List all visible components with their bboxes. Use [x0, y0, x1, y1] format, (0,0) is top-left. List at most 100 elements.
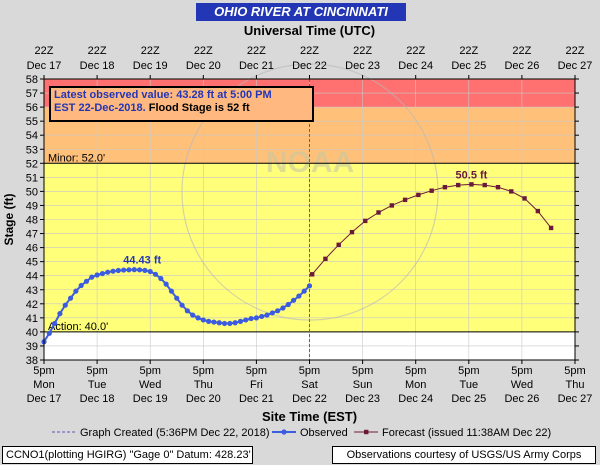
observed-point — [211, 319, 217, 325]
observed-point — [290, 297, 297, 303]
forecast-point — [376, 210, 381, 215]
bottom-tick-label-date: Dec 27 — [558, 393, 593, 405]
y-tick-label: 41 — [26, 313, 38, 325]
observed-point — [105, 269, 111, 275]
observed-point — [121, 267, 127, 273]
y-tick-label: 51 — [26, 172, 38, 184]
bottom-tick-label-day: Mon — [33, 379, 54, 391]
top-tick-label-time: 22Z — [247, 45, 266, 57]
bottom-tick-label-day: Sun — [353, 379, 373, 391]
top-tick-label-time: 22Z — [459, 45, 478, 57]
top-tick-label-time: 22Z — [353, 45, 372, 57]
top-tick-label-date: Dec 24 — [398, 60, 433, 72]
y-tick-label: 58 — [26, 74, 38, 86]
y-tick-label: 43 — [26, 285, 38, 297]
top-tick-label-date: Dec 21 — [239, 60, 274, 72]
chart-title: OHIO RIVER AT CINCINNATI — [196, 3, 406, 21]
top-tick-label-date: Dec 25 — [451, 60, 486, 72]
latest-observation-box: Latest observed value: 43.28 ft at 5:00 … — [49, 86, 314, 122]
observed-point — [184, 308, 190, 314]
top-tick-label-time: 22Z — [88, 45, 107, 57]
y-tick-label: 56 — [26, 102, 38, 114]
forecast-point — [429, 188, 434, 193]
observed-point — [253, 315, 259, 321]
bottom-tick-label-date: Dec 26 — [504, 393, 539, 405]
forecast-point — [402, 197, 408, 203]
observations-credit-footer: Observations courtesy of USGS/US Army Co… — [332, 446, 596, 464]
top-tick-label-time: 22Z — [141, 45, 160, 57]
top-tick-label-time: 22Z — [512, 45, 531, 57]
forecast-point — [522, 196, 527, 201]
y-tick-label: 57 — [26, 88, 38, 100]
forecast-point — [482, 182, 487, 188]
forecast-point — [442, 184, 448, 190]
observed-point — [275, 308, 281, 314]
bottom-tick-label-time: 5pm — [352, 365, 373, 377]
observed-point — [89, 274, 95, 280]
observed-point — [73, 288, 79, 294]
top-tick-label-time: 22Z — [300, 45, 319, 57]
x-axis-label: Site Time (EST) — [262, 409, 357, 424]
observed-point — [46, 330, 52, 336]
bottom-tick-label-time: 5pm — [33, 365, 54, 377]
forecast-point — [548, 225, 554, 231]
top-tick-label-time: 22Z — [35, 45, 54, 57]
observed-point — [259, 313, 265, 320]
top-tick-label-date: Dec 26 — [504, 60, 539, 72]
observed-point — [62, 302, 68, 308]
bottom-tick-label-day: Sat — [301, 379, 318, 391]
observed-point — [147, 268, 153, 275]
y-tick-label: 46 — [26, 243, 38, 255]
gage-datum-footer: CCNO1(plotting HGIRG) "Gage 0" Datum: 42… — [2, 446, 253, 464]
observed-point — [216, 320, 222, 326]
top-tick-label-date: Dec 20 — [186, 60, 221, 72]
bottom-tick-label-time: 5pm — [299, 365, 320, 377]
observed-point — [206, 318, 212, 324]
forecast-point — [416, 192, 421, 198]
observed-point — [227, 320, 233, 327]
legend-forecast-marker — [364, 429, 369, 435]
bottom-tick-label-day: Tue — [88, 379, 107, 391]
observed-point — [269, 310, 275, 316]
observed-point — [158, 275, 164, 282]
observed-point — [168, 288, 175, 294]
observed-point — [232, 320, 238, 326]
bottom-tick-label-time: 5pm — [86, 365, 107, 377]
bottom-tick-label-time: 5pm — [246, 365, 267, 377]
bottom-tick-label-date: Dec 20 — [186, 393, 221, 405]
observed-point — [237, 318, 244, 324]
bottom-tick-label-date: Dec 24 — [398, 393, 433, 405]
bottom-tick-label-time: 5pm — [564, 365, 585, 377]
bottom-tick-label-time: 5pm — [193, 365, 214, 377]
bottom-tick-label-day: Tue — [460, 379, 479, 391]
top-tick-label-date: Dec 23 — [345, 60, 380, 72]
observed-point — [174, 295, 180, 301]
observed-point — [221, 320, 228, 327]
observed-point — [126, 267, 132, 273]
observed-point — [83, 278, 90, 284]
observed-point — [296, 293, 302, 299]
observed-point — [306, 283, 313, 289]
observed-point — [248, 315, 254, 322]
top-tick-label-date: Dec 18 — [80, 60, 115, 72]
peak-annotation-observed: 44.43 ft — [123, 255, 161, 267]
top-tick-label-date: Dec 22 — [292, 60, 327, 72]
legend-observed: Observed — [300, 427, 348, 439]
observed-point — [152, 271, 159, 277]
bottom-tick-label-day: Wed — [511, 379, 533, 391]
observed-point — [243, 317, 249, 323]
observed-point — [179, 302, 185, 308]
observed-point — [200, 317, 206, 323]
top-tick-label-time: 22Z — [566, 45, 585, 57]
observed-point — [190, 312, 196, 318]
bottom-tick-label-day: Mon — [405, 379, 426, 391]
observed-point — [195, 315, 201, 321]
y-tick-label: 49 — [26, 200, 38, 212]
y-tick-label: 53 — [26, 144, 38, 156]
observed-point — [131, 267, 137, 273]
bottom-tick-label-date: Dec 18 — [80, 393, 115, 405]
forecast-point — [389, 203, 395, 208]
y-tick-label: 48 — [26, 215, 38, 227]
bottom-tick-label-day: Thu — [566, 379, 585, 391]
observed-point — [94, 272, 100, 278]
